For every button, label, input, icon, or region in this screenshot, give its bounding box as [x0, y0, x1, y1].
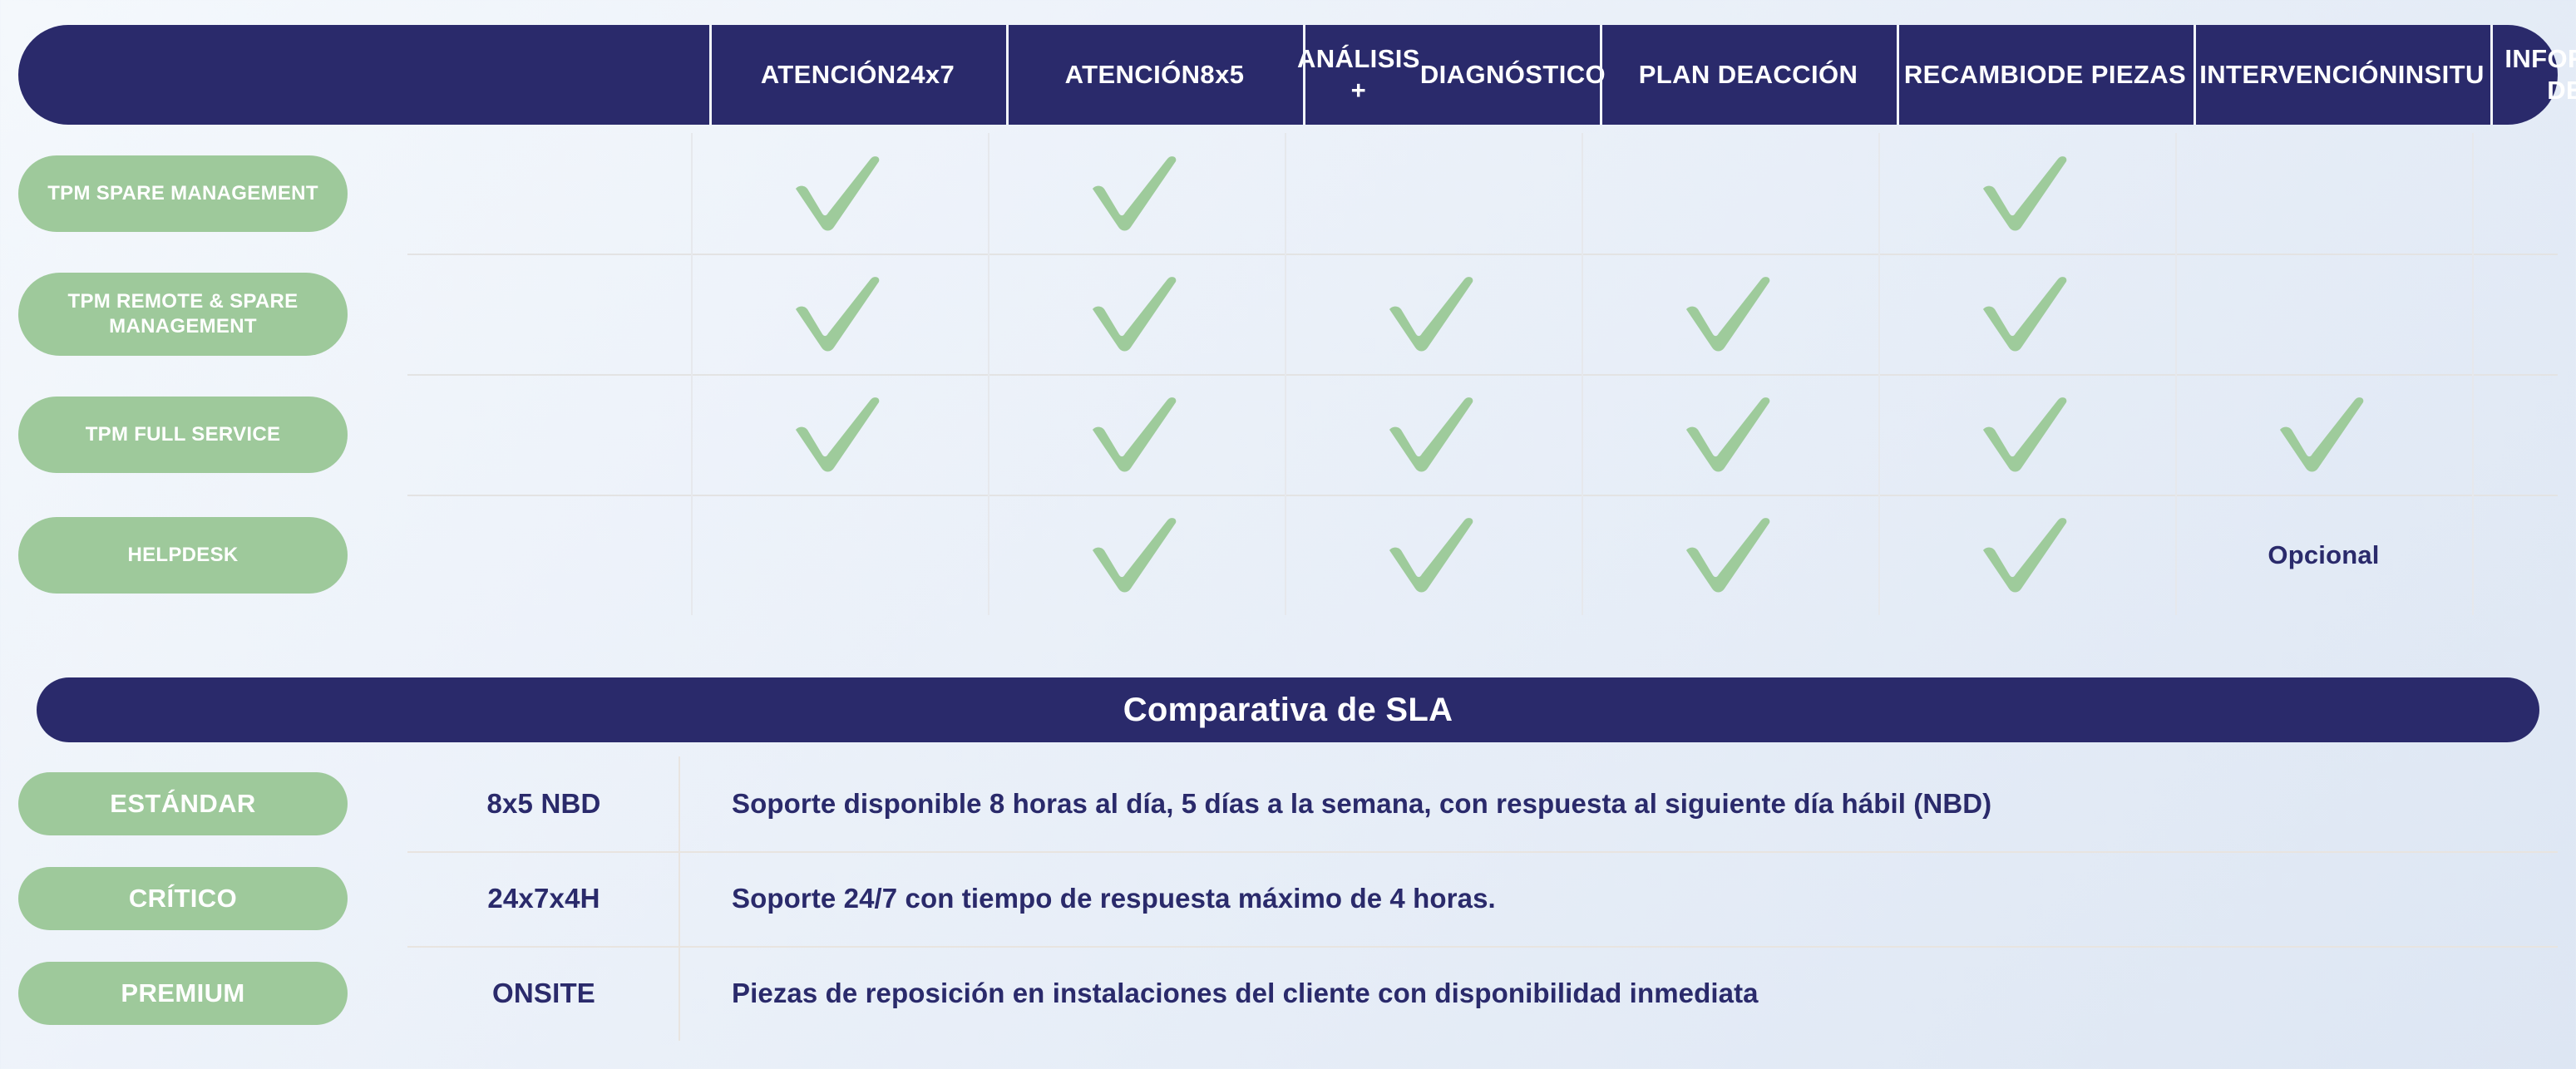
matrix-row: HELPDESK Opcional: [0, 495, 2576, 615]
cell-tpm-spare-management-informe-proyecto-check: [2472, 133, 2576, 254]
cell-tpm-full-service-atencion-8x5-check: [988, 374, 1285, 495]
cell-tpm-spare-management-analisis-diag-empty: [1285, 133, 1582, 254]
sla-row-estandar: ESTÁNDAR 8x5 NBD Soporte disponible 8 hora…: [0, 756, 2576, 851]
column-header-intervencion: INTERVENCIÓN INSITU: [2194, 25, 2490, 125]
service-feature-matrix: ATENCIÓN 24x7 ATENCIÓN 8x5 ANÁLISIS + DIAGN…: [0, 25, 2576, 630]
check-icon: [1978, 517, 2076, 594]
cell-tpm-full-service-atencion-24x7-check: [691, 374, 988, 495]
matrix-row: TPM FULL SERVICE: [0, 374, 2576, 495]
service-pill-tpm-spare-management[interactable]: TPM SPARE MANAGEMENT: [18, 155, 348, 232]
matrix-row-label-zone: TPM SPARE MANAGEMENT: [0, 133, 691, 254]
sla-code-premium: ONSITE: [407, 946, 680, 1041]
check-icon: [1978, 276, 2076, 352]
check-icon: [1088, 397, 1186, 473]
cell-tpm-full-service-intervencion-check: [2175, 374, 2472, 495]
matrix-row: TPM SPARE MANAGEMENT: [0, 133, 2576, 254]
check-icon: [1978, 155, 2076, 232]
check-icon: [1681, 397, 1779, 473]
cell-helpdesk-atencion-8x5-check: [988, 495, 1285, 615]
cell-tpm-spare-management-plan-accion-empty: [1582, 133, 1878, 254]
sla-level-zone: CRÍTICO: [0, 867, 407, 930]
cell-tpm-full-service-recambio-piezas-check: [1878, 374, 2175, 495]
column-header-informe-proyecto: INFORME DEPROYECTO: [2490, 25, 2576, 125]
check-icon: [1978, 397, 2076, 473]
sla-comparison-section: Comparativa de SLA ESTÁNDAR 8x5 NBD Soport…: [0, 665, 2576, 1069]
matrix-row-label-zone: HELPDESK: [0, 495, 691, 615]
cell-tpm-spare-management-atencion-8x5-check: [988, 133, 1285, 254]
matrix-row: TPM REMOTE & SPARE MANAGEMENT: [0, 254, 2576, 374]
cell-tpm-remote-spare-management-analisis-diag-check: [1285, 254, 1582, 374]
cell-tpm-remote-spare-management-atencion-24x7-check: [691, 254, 988, 374]
sla-description-critico: Soporte 24/7 con tiempo de respuesta máx…: [732, 883, 1496, 914]
column-header-atencion-8x5: ATENCIÓN 8x5: [1006, 25, 1303, 125]
matrix-body: TPM SPARE MANAGEMENT TPM REMOTE & SPARE M…: [0, 133, 2576, 630]
check-icon: [2572, 155, 2576, 232]
sla-body: ESTÁNDAR 8x5 NBD Soporte disponible 8 hora…: [0, 756, 2576, 1041]
sla-level-pill-critico[interactable]: CRÍTICO: [18, 867, 348, 930]
optional-label: Opcional: [2268, 539, 2380, 569]
cell-tpm-remote-spare-management-atencion-8x5-check: [988, 254, 1285, 374]
cell-helpdesk-analisis-diag-check: [1285, 495, 1582, 615]
cell-tpm-full-service-analisis-diag-check: [1285, 374, 1582, 495]
cell-helpdesk-recambio-piezas-check: [1878, 495, 2175, 615]
column-header-recambio-piezas: RECAMBIO DE PIEZAS: [1897, 25, 2194, 125]
check-icon: [2572, 397, 2576, 473]
matrix-header-corner: [18, 25, 709, 125]
check-icon: [1088, 155, 1186, 232]
matrix-row-label-zone: TPM FULL SERVICE: [0, 374, 691, 495]
service-pill-helpdesk[interactable]: HELPDESK: [18, 516, 348, 594]
check-icon: [791, 276, 889, 352]
sla-description-estandar: Soporte disponible 8 horas al día, 5 día…: [732, 788, 1992, 819]
cell-tpm-spare-management-recambio-piezas-check: [1878, 133, 2175, 254]
cell-helpdesk-informe-proyecto-check: [2472, 495, 2576, 615]
cell-helpdesk-plan-accion-check: [1582, 495, 1878, 615]
check-icon: [791, 155, 889, 232]
sla-level-zone: PREMIUM: [0, 962, 407, 1025]
sla-level-zone: ESTÁNDAR: [0, 772, 407, 835]
check-icon: [791, 397, 889, 473]
check-icon: [1384, 517, 1483, 594]
sla-code-estandar: 8x5 NBD: [407, 756, 680, 851]
sla-description-premium: Piezas de reposición en instalaciones de…: [732, 978, 1759, 1008]
cell-tpm-spare-management-atencion-24x7-check: [691, 133, 988, 254]
cell-helpdesk-atencion-24x7-empty: [691, 495, 988, 615]
service-pill-tpm-remote-spare-management[interactable]: TPM REMOTE & SPARE MANAGEMENT: [18, 272, 348, 356]
matrix-header-row: ATENCIÓN 24x7 ATENCIÓN 8x5 ANÁLISIS + DIAGN…: [18, 25, 2576, 125]
check-icon: [2572, 276, 2576, 352]
sla-section-title: Comparativa de SLA: [37, 677, 2539, 742]
cell-tpm-remote-spare-management-recambio-piezas-check: [1878, 254, 2175, 374]
cell-tpm-full-service-plan-accion-check: [1582, 374, 1878, 495]
check-icon: [2275, 397, 2373, 473]
matrix-row-label-zone: TPM REMOTE & SPARE MANAGEMENT: [0, 254, 691, 374]
sla-row-premium: PREMIUM ONSITE Piezas de reposición en ins…: [0, 946, 2576, 1041]
column-header-analisis-diag: ANÁLISIS + DIAGNÓSTICO: [1297, 25, 1606, 125]
sla-level-pill-estandar[interactable]: ESTÁNDAR: [18, 772, 348, 835]
check-icon: [1681, 276, 1779, 352]
cell-tpm-full-service-informe-proyecto-check: [2472, 374, 2576, 495]
column-header-plan-accion: PLAN DE ACCIÓN: [1600, 25, 1897, 125]
cell-tpm-remote-spare-management-plan-accion-check: [1582, 254, 1878, 374]
check-icon: [1088, 517, 1186, 594]
cell-tpm-remote-spare-management-informe-proyecto-check: [2472, 254, 2576, 374]
check-icon: [1088, 276, 1186, 352]
check-icon: [1384, 276, 1483, 352]
cell-tpm-spare-management-intervencion-empty: [2175, 133, 2472, 254]
service-pill-tpm-full-service[interactable]: TPM FULL SERVICE: [18, 396, 348, 473]
column-header-atencion-24x7: ATENCIÓN 24x7: [709, 25, 1006, 125]
check-icon: [1384, 397, 1483, 473]
sla-row-critico: CRÍTICO 24x7x4H Soporte 24/7 con tiempo de…: [0, 851, 2576, 946]
cell-tpm-remote-spare-management-intervencion-empty: [2175, 254, 2472, 374]
sla-level-pill-premium[interactable]: PREMIUM: [18, 962, 348, 1025]
check-icon: [1681, 517, 1779, 594]
cell-helpdesk-intervencion-text: Opcional: [2175, 495, 2472, 615]
sla-code-critico: 24x7x4H: [407, 851, 680, 946]
check-icon: [2572, 517, 2576, 594]
